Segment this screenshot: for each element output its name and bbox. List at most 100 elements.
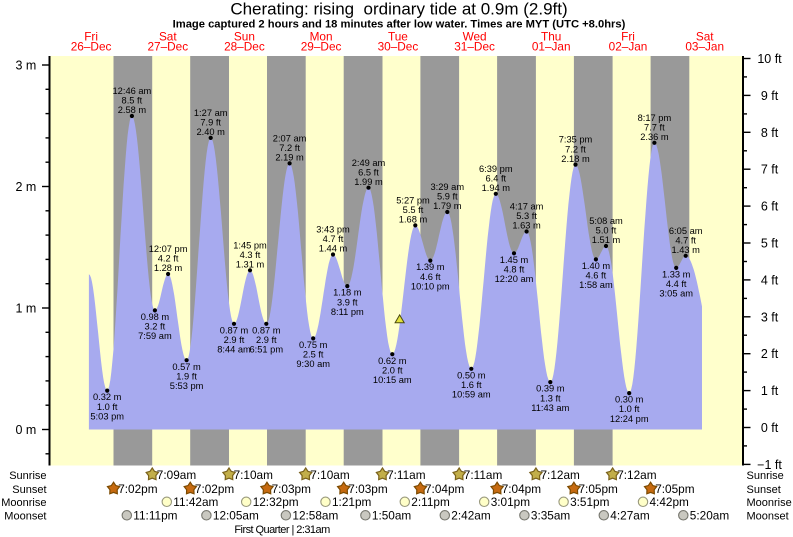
svg-text:1:50am: 1:50am xyxy=(372,509,412,523)
svg-text:0.75 m: 0.75 m xyxy=(299,340,328,350)
svg-text:Sunrise: Sunrise xyxy=(747,470,784,482)
svg-text:03–Jan: 03–Jan xyxy=(685,40,724,54)
svg-text:12:05am: 12:05am xyxy=(213,509,259,523)
svg-text:Cherating: rising ordinary ti: Cherating: rising ordinary tide at 0.9m … xyxy=(230,0,567,18)
svg-text:3:05 am: 3:05 am xyxy=(659,289,693,299)
svg-text:0.50 m: 0.50 m xyxy=(457,370,486,380)
svg-text:7:11am: 7:11am xyxy=(464,468,503,482)
svg-text:3.2 ft: 3.2 ft xyxy=(145,322,166,332)
svg-text:2.9 ft: 2.9 ft xyxy=(224,335,245,345)
svg-text:0.32 m: 0.32 m xyxy=(93,392,122,402)
svg-text:2:07 am: 2:07 am xyxy=(273,134,307,144)
svg-text:9 ft: 9 ft xyxy=(761,89,779,103)
svg-text:7 ft: 7 ft xyxy=(761,163,779,177)
svg-text:02–Jan: 02–Jan xyxy=(609,40,648,54)
svg-text:2.19 m: 2.19 m xyxy=(275,153,304,163)
svg-text:1.0 ft: 1.0 ft xyxy=(97,402,118,412)
svg-text:0.30 m: 0.30 m xyxy=(615,395,644,405)
svg-text:3 m: 3 m xyxy=(15,59,36,73)
svg-text:1.79 m: 1.79 m xyxy=(433,201,462,211)
svg-text:2.9 ft: 2.9 ft xyxy=(256,335,277,345)
svg-text:1.40 m: 1.40 m xyxy=(582,261,611,271)
svg-text:1:45 pm: 1:45 pm xyxy=(233,240,267,250)
svg-text:0.39 m: 0.39 m xyxy=(536,384,565,394)
svg-text:1:21pm: 1:21pm xyxy=(332,495,372,509)
svg-text:9:30 am: 9:30 am xyxy=(296,359,330,369)
svg-text:12:46 am: 12:46 am xyxy=(113,86,152,96)
svg-text:12:07 pm: 12:07 pm xyxy=(149,244,188,254)
svg-text:Mon: Mon xyxy=(310,30,333,44)
svg-text:First Quarter | 2:31am: First Quarter | 2:31am xyxy=(234,524,330,536)
svg-text:Fri: Fri xyxy=(84,30,98,44)
svg-text:11:43 am: 11:43 am xyxy=(531,403,569,413)
svg-text:4.4 ft: 4.4 ft xyxy=(666,279,687,289)
svg-text:0.57 m: 0.57 m xyxy=(172,362,201,372)
svg-text:7:11am: 7:11am xyxy=(387,468,426,482)
svg-text:7:12am: 7:12am xyxy=(617,468,657,482)
svg-text:12:58am: 12:58am xyxy=(292,509,338,523)
svg-text:2.58 m: 2.58 m xyxy=(118,105,147,115)
svg-text:0.87 m: 0.87 m xyxy=(252,325,281,335)
svg-text:3:43 pm: 3:43 pm xyxy=(316,225,350,235)
svg-text:7.2 ft: 7.2 ft xyxy=(565,144,586,154)
svg-text:Sunrise: Sunrise xyxy=(9,470,46,482)
svg-text:5:53 pm: 5:53 pm xyxy=(170,381,204,391)
svg-text:1.3 ft: 1.3 ft xyxy=(540,393,561,403)
svg-text:Moonrise: Moonrise xyxy=(747,497,792,509)
svg-text:1.9 ft: 1.9 ft xyxy=(176,371,197,381)
svg-text:4 ft: 4 ft xyxy=(761,273,779,287)
svg-text:26–Dec: 26–Dec xyxy=(71,40,112,54)
svg-text:7:02pm: 7:02pm xyxy=(118,482,158,496)
svg-text:Sun: Sun xyxy=(234,30,255,44)
svg-text:Tue: Tue xyxy=(388,30,408,44)
svg-text:3:51pm: 3:51pm xyxy=(570,495,610,509)
svg-text:4.2 ft: 4.2 ft xyxy=(158,254,179,264)
svg-text:4.6 ft: 4.6 ft xyxy=(420,272,441,282)
svg-text:29–Dec: 29–Dec xyxy=(301,40,342,54)
svg-text:31–Dec: 31–Dec xyxy=(454,40,495,54)
svg-text:Sunset: Sunset xyxy=(12,484,46,496)
svg-text:Image captured 2 hours and 18: Image captured 2 hours and 18 minutes af… xyxy=(173,19,626,31)
svg-text:6.5 ft: 6.5 ft xyxy=(358,167,379,177)
svg-text:12:24 pm: 12:24 pm xyxy=(610,414,649,424)
svg-text:1:27 am: 1:27 am xyxy=(194,108,228,118)
svg-text:10 ft: 10 ft xyxy=(757,52,782,66)
svg-text:0 m: 0 m xyxy=(15,423,36,437)
svg-text:5.5 ft: 5.5 ft xyxy=(403,205,424,215)
svg-text:5.3 ft: 5.3 ft xyxy=(516,211,537,221)
svg-text:7:10am: 7:10am xyxy=(234,468,274,482)
svg-text:2:42am: 2:42am xyxy=(451,509,491,523)
svg-text:5.0 ft: 5.0 ft xyxy=(596,226,617,236)
svg-text:12:20 am: 12:20 am xyxy=(495,274,534,284)
svg-text:0.98 m: 0.98 m xyxy=(141,312,170,322)
svg-text:7.7 ft: 7.7 ft xyxy=(644,123,665,133)
svg-text:4.6 ft: 4.6 ft xyxy=(586,271,607,281)
svg-text:6.4 ft: 6.4 ft xyxy=(485,174,506,184)
svg-text:6:05 am: 6:05 am xyxy=(669,226,703,236)
svg-text:1.68 m: 1.68 m xyxy=(399,215,428,225)
svg-text:8:17 pm: 8:17 pm xyxy=(638,113,672,123)
svg-text:2 m: 2 m xyxy=(15,180,36,194)
svg-text:1.63 m: 1.63 m xyxy=(512,221,541,231)
svg-text:Moonrise: Moonrise xyxy=(1,497,46,509)
svg-text:4.7 ft: 4.7 ft xyxy=(675,236,696,246)
svg-text:4.7 ft: 4.7 ft xyxy=(323,234,344,244)
svg-text:30–Dec: 30–Dec xyxy=(378,40,419,54)
svg-text:Sat: Sat xyxy=(159,30,177,44)
svg-text:4:42pm: 4:42pm xyxy=(650,495,690,509)
svg-text:1.6 ft: 1.6 ft xyxy=(461,380,482,390)
svg-text:3:35am: 3:35am xyxy=(531,509,571,523)
svg-text:0 ft: 0 ft xyxy=(761,421,779,435)
svg-text:1.51 m: 1.51 m xyxy=(592,235,621,245)
svg-text:7:02pm: 7:02pm xyxy=(195,482,235,496)
svg-text:8 ft: 8 ft xyxy=(761,126,779,140)
svg-text:5:20am: 5:20am xyxy=(690,509,730,523)
svg-text:4.8 ft: 4.8 ft xyxy=(504,265,525,275)
svg-text:10:10 pm: 10:10 pm xyxy=(411,281,450,291)
svg-text:6 ft: 6 ft xyxy=(761,200,779,214)
svg-text:1.44 m: 1.44 m xyxy=(319,244,348,254)
svg-text:1.94 m: 1.94 m xyxy=(482,183,511,193)
svg-text:7:04pm: 7:04pm xyxy=(425,482,465,496)
svg-text:2.0 ft: 2.0 ft xyxy=(382,365,403,375)
svg-text:7:05pm: 7:05pm xyxy=(579,482,619,496)
